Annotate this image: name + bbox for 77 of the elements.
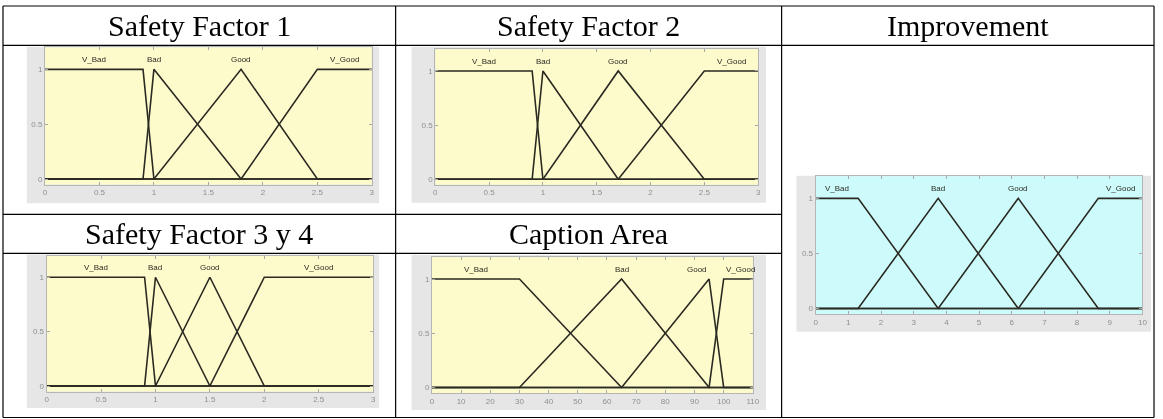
chart-title: Caption Area [509, 217, 669, 250]
series-label: Good [231, 55, 251, 64]
x-tick-label: 70 [631, 396, 642, 406]
x-tick-label: 6 [1009, 317, 1015, 327]
y-tick-label: 0 [39, 381, 45, 391]
series-label: Bad [615, 265, 630, 274]
x-tick-label: 2.5 [313, 395, 325, 405]
x-tick-label: 2 [648, 188, 654, 198]
x-tick-label: 110 [746, 396, 760, 406]
y-tick-label: 0 [37, 174, 43, 184]
series-label: V_Good [1106, 184, 1136, 193]
y-tick-label: 1 [37, 65, 43, 75]
x-tick-label: 2 [262, 395, 268, 405]
x-tick-label: 3 [369, 188, 375, 198]
series-label: Bad [931, 184, 946, 193]
y-tick-label: 0.5 [418, 329, 430, 339]
x-tick-label: 3 [911, 317, 917, 327]
x-tick-label: 3 [370, 395, 376, 405]
series-label: Bad [147, 55, 162, 64]
y-tick-label: 0.5 [421, 120, 434, 130]
series-label: Bad [148, 263, 163, 272]
y-tick-label: 0 [808, 304, 814, 314]
x-tick-label: 2.5 [311, 188, 324, 198]
x-tick-label: 7 [1042, 317, 1048, 327]
x-tick-label: 80 [660, 396, 671, 406]
series-label: V_Good [726, 265, 756, 274]
y-tick-label: 1 [39, 273, 45, 283]
series-label: Good [1008, 184, 1028, 193]
y-tick-label: 0.5 [801, 249, 814, 259]
series-label: V_Bad [472, 57, 497, 66]
x-tick-label: 40 [544, 396, 554, 406]
chart-title: Safety Factor 3 y 4 [85, 217, 314, 250]
series-label: V_Good [330, 55, 360, 64]
x-tick-label: 1 [540, 188, 546, 198]
series-label: Good [687, 265, 707, 274]
x-tick-label: 4 [944, 317, 950, 327]
x-tick-label: 10 [1137, 317, 1148, 327]
x-tick-label: 1.5 [202, 188, 215, 198]
y-tick-label: 1 [428, 66, 434, 76]
x-tick-label: 50 [573, 396, 583, 406]
x-tick-label: 0.5 [483, 188, 496, 198]
x-tick-label: 30 [515, 396, 525, 406]
series-label: Good [608, 57, 628, 66]
series-label: V_Bad [825, 184, 850, 193]
x-tick-label: 10 [456, 396, 467, 406]
x-tick-label: 1 [151, 188, 157, 198]
x-tick-label: 2.5 [698, 188, 711, 198]
x-tick-label: 1 [153, 395, 159, 405]
x-tick-label: 5 [976, 317, 982, 327]
x-tick-label: 0.5 [95, 395, 108, 405]
y-tick-label: 0.5 [32, 327, 45, 337]
chart-title: Safety Factor 1 [108, 9, 292, 42]
x-tick-label: 1.5 [204, 395, 216, 405]
series-label: V_Bad [84, 263, 109, 272]
y-tick-label: 0.5 [31, 119, 43, 129]
x-tick-label: 0.5 [93, 188, 106, 198]
series-label: V_Bad [82, 55, 107, 64]
x-tick-label: 8 [1074, 317, 1080, 327]
series-label: Good [200, 263, 220, 272]
x-tick-label: 1.5 [591, 188, 603, 198]
x-tick-label: 1 [846, 317, 852, 327]
series-label: V_Bad [464, 265, 489, 274]
x-tick-label: 9 [1107, 317, 1113, 327]
y-tick-label: 1 [424, 274, 430, 284]
series-label: V_Good [717, 57, 747, 66]
x-tick-label: 2 [260, 188, 266, 198]
chart-title: Safety Factor 2 [497, 9, 681, 42]
x-tick-label: 90 [690, 396, 700, 406]
x-tick-label: 2 [878, 317, 884, 327]
x-tick-label: 3 [755, 188, 761, 198]
series-label: Bad [536, 57, 551, 66]
series-label: V_Good [304, 263, 334, 272]
chart-title: Improvement [887, 9, 1050, 42]
x-tick-label: 100 [716, 396, 731, 406]
y-tick-label: 0 [424, 383, 430, 393]
x-tick-label: 60 [602, 396, 612, 406]
x-tick-label: 20 [485, 396, 496, 406]
